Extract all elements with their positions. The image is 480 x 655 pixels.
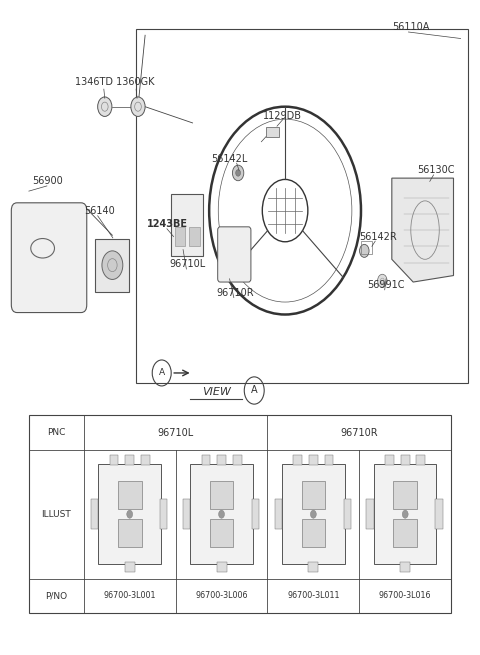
Circle shape <box>378 274 387 288</box>
Text: 96710R: 96710R <box>216 288 254 298</box>
Bar <box>374 464 436 565</box>
Bar <box>189 227 200 246</box>
Bar <box>210 481 233 509</box>
Bar <box>367 499 374 529</box>
Text: PNC: PNC <box>47 428 65 437</box>
Text: 96700-3L006: 96700-3L006 <box>195 591 248 601</box>
Text: A: A <box>251 386 258 396</box>
Bar <box>435 499 443 529</box>
Bar <box>301 519 325 548</box>
Bar <box>160 499 168 529</box>
Polygon shape <box>392 178 454 282</box>
Bar <box>275 499 282 529</box>
Text: 56130C: 56130C <box>417 165 454 176</box>
Circle shape <box>236 170 240 176</box>
Text: VIEW: VIEW <box>202 387 231 397</box>
Circle shape <box>97 97 112 117</box>
Bar <box>393 481 417 509</box>
Circle shape <box>218 510 225 518</box>
FancyBboxPatch shape <box>218 227 251 282</box>
Bar <box>266 128 279 136</box>
Text: 56991C: 56991C <box>367 280 405 290</box>
Text: 1243BE: 1243BE <box>147 219 188 229</box>
Bar <box>125 563 135 572</box>
Bar <box>98 464 161 565</box>
Text: 56142R: 56142R <box>359 232 396 242</box>
Bar <box>175 227 185 246</box>
Text: 56900: 56900 <box>33 176 63 186</box>
Bar <box>125 455 134 465</box>
Bar <box>96 238 130 291</box>
Text: 1129DB: 1129DB <box>263 111 302 121</box>
Text: 96710L: 96710L <box>157 428 194 438</box>
Bar <box>233 455 241 465</box>
Bar <box>393 519 417 548</box>
Bar <box>293 455 302 465</box>
Circle shape <box>127 510 132 518</box>
Bar <box>202 455 210 465</box>
Bar <box>190 464 253 565</box>
Bar <box>385 455 394 465</box>
Text: 96710R: 96710R <box>340 428 378 438</box>
Text: 56110A: 56110A <box>392 22 430 32</box>
Text: 96700-3L011: 96700-3L011 <box>287 591 340 601</box>
Circle shape <box>131 97 145 117</box>
Bar <box>252 499 259 529</box>
Text: ILLUST: ILLUST <box>41 510 71 519</box>
Circle shape <box>311 510 316 518</box>
Bar <box>400 563 410 572</box>
Bar <box>282 464 345 565</box>
Bar <box>110 455 119 465</box>
Text: 96700-3L001: 96700-3L001 <box>103 591 156 601</box>
Circle shape <box>102 251 123 280</box>
Text: A: A <box>159 369 165 377</box>
Bar <box>210 519 233 548</box>
Text: 56142L: 56142L <box>211 154 248 164</box>
Bar <box>183 499 190 529</box>
Bar <box>136 29 468 383</box>
Text: 1346TD 1360GK: 1346TD 1360GK <box>74 77 154 87</box>
Text: 96710L: 96710L <box>170 259 206 269</box>
Text: P/NO: P/NO <box>45 591 67 601</box>
Bar <box>171 195 204 256</box>
Bar <box>91 499 98 529</box>
Bar <box>216 563 227 572</box>
Bar <box>141 455 150 465</box>
Bar <box>118 481 142 509</box>
Text: 56140: 56140 <box>84 206 115 215</box>
Circle shape <box>402 510 408 518</box>
Bar <box>401 455 409 465</box>
Bar <box>360 241 372 254</box>
Bar <box>417 455 425 465</box>
Bar <box>308 563 318 572</box>
Bar <box>344 499 351 529</box>
Bar <box>309 455 318 465</box>
Bar <box>217 455 226 465</box>
Text: 96700-3L016: 96700-3L016 <box>379 591 432 601</box>
FancyBboxPatch shape <box>12 203 87 312</box>
Bar <box>301 481 325 509</box>
Circle shape <box>360 244 369 257</box>
Bar <box>118 519 142 548</box>
Bar <box>29 415 451 613</box>
Circle shape <box>232 165 244 181</box>
Bar <box>324 455 333 465</box>
